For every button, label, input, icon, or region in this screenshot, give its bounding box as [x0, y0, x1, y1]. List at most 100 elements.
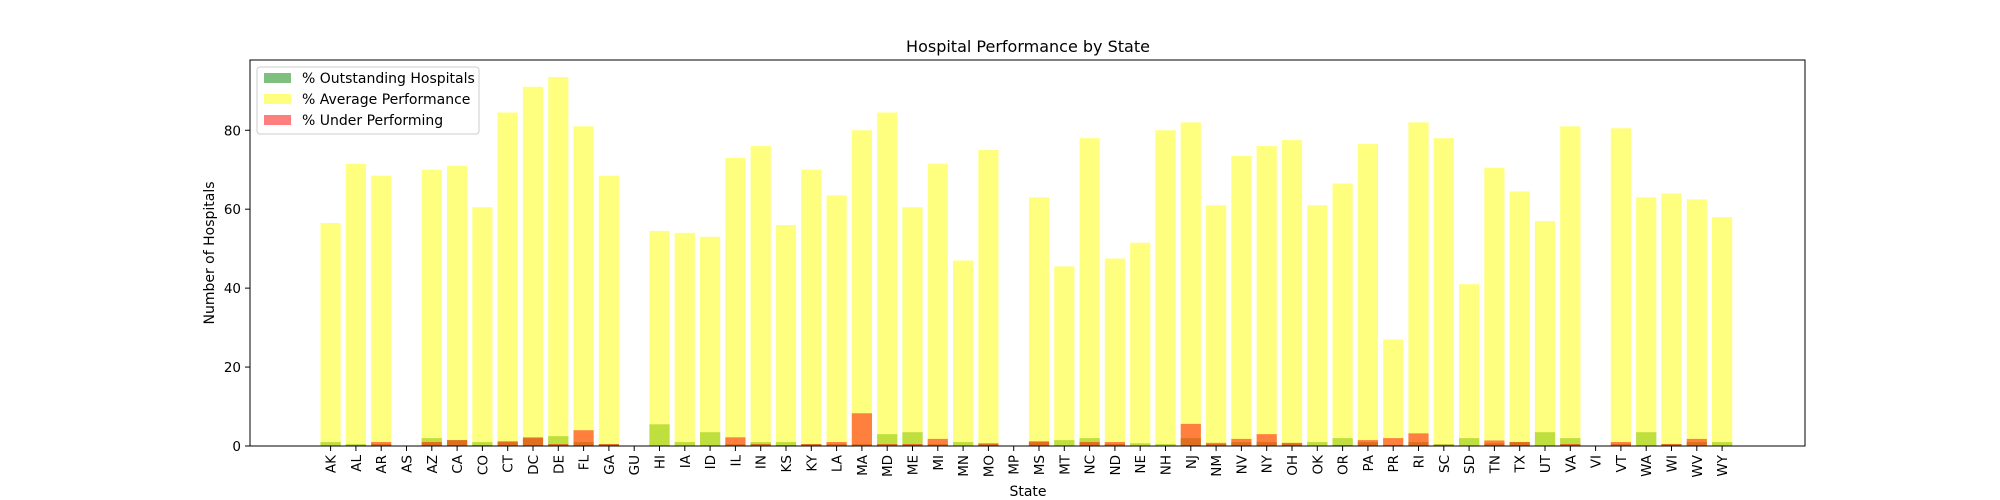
bar-in-series-1 — [750, 146, 771, 447]
x-axis-label: State — [1009, 484, 1046, 500]
x-tick-label: WY — [1715, 454, 1731, 476]
bar-ga-series-1 — [598, 175, 619, 446]
x-tick-label: GA — [602, 454, 618, 474]
legend-label-average: % Average Performance — [302, 92, 470, 108]
x-tick-label: VI — [1589, 455, 1605, 468]
x-tick-label: VT — [1614, 454, 1630, 472]
x-tick-label: AZ — [425, 455, 441, 473]
bar-pr-series-1 — [1383, 339, 1404, 446]
x-tick-label: CT — [501, 454, 517, 472]
bar-nv-series-2 — [1231, 438, 1252, 446]
bar-nc-series-1 — [1079, 138, 1100, 446]
bar-wa-series-1 — [1636, 197, 1657, 446]
bar-ms-series-1 — [1028, 197, 1050, 446]
x-tick-label: NC — [1083, 455, 1099, 475]
x-tick-label: SD — [1462, 455, 1478, 474]
bar-de-series-1 — [548, 76, 569, 446]
legend-label-under: % Under Performing — [302, 113, 443, 129]
bar-ct-series-1 — [497, 112, 518, 447]
x-tick-label: HI — [653, 455, 669, 469]
x-tick-label: ID — [703, 455, 719, 469]
legend-box — [256, 66, 480, 135]
bar-dc-series-1 — [522, 86, 544, 446]
bar-pa-series-1 — [1357, 144, 1378, 446]
x-tick-label: IL — [728, 455, 744, 467]
x-tick-label: CA — [450, 454, 466, 473]
x-tick-label: AR — [374, 455, 390, 474]
x-tick-label: NH — [1159, 455, 1175, 475]
x-tick-label: LA — [830, 454, 846, 472]
bar-mo-series-2 — [978, 443, 999, 446]
x-tick-label: DE — [551, 455, 567, 474]
bar-mn-series-1 — [953, 260, 974, 446]
x-tick-label: DC — [526, 455, 542, 475]
bar-nd-series-1 — [1104, 258, 1125, 446]
bar-fl-series-1 — [573, 126, 594, 446]
bar-md-series-2 — [877, 444, 898, 446]
bar-ca-series-1 — [447, 165, 468, 446]
y-axis: 0 20 40 60 80 — [224, 123, 250, 455]
x-tick-label: WV — [1690, 454, 1706, 477]
x-tick-label: AL — [349, 455, 365, 472]
bar-mi-series-1 — [927, 163, 948, 447]
bar-wv-series-2 — [1686, 438, 1707, 446]
bar-nj-series-2 — [1180, 423, 1201, 446]
x-axis: AK AL AR AS AZ CA CO CT DC DE FL GA GU HI IA ID IL IN KS KY… — [324, 446, 1731, 478]
bar-fl-series-2 — [573, 430, 594, 446]
x-tick-label: CO — [475, 455, 491, 475]
bar-pa-series-2 — [1357, 440, 1378, 446]
bar-ny-series-2 — [1256, 434, 1277, 446]
bar-co-series-1 — [472, 207, 493, 446]
x-tick-label: AS — [400, 455, 416, 473]
bar-wi-series-2 — [1661, 444, 1682, 446]
x-tick-label: MS — [1032, 455, 1048, 475]
x-tick-label: PA — [1361, 454, 1377, 471]
bar-ma-series-2 — [851, 413, 872, 446]
legend-label-outstanding: % Outstanding Hospitals — [302, 71, 475, 87]
bar-ri-series-1 — [1408, 122, 1429, 447]
bar-ut-series-1 — [1534, 221, 1556, 446]
chart-title: Hospital Performance by State — [906, 37, 1150, 56]
x-tick-label: WI — [1665, 455, 1681, 472]
bar-ct-series-2 — [497, 441, 518, 446]
y-tick-label: 60 — [224, 202, 241, 218]
bar-nm-series-1 — [1206, 205, 1227, 446]
bar-oh-series-1 — [1281, 140, 1303, 446]
bar-nv-series-1 — [1231, 155, 1252, 446]
bar-me-series-1 — [902, 207, 923, 446]
bar-va-series-2 — [1560, 444, 1581, 446]
x-tick-label: MD — [880, 455, 896, 477]
bar-il-series-2 — [725, 437, 746, 446]
bar-va-series-1 — [1560, 126, 1581, 446]
bar-hi-series-1 — [649, 230, 670, 446]
bar-ny-series-1 — [1256, 146, 1277, 447]
x-tick-label: MN — [956, 455, 972, 477]
x-tick-label: MO — [981, 455, 997, 477]
bar-sc-series-2 — [1433, 444, 1454, 446]
bar-ga-series-2 — [598, 444, 619, 446]
bar-pr-series-2 — [1383, 438, 1404, 446]
bar-ks-series-1 — [775, 224, 797, 446]
x-tick-label: VA — [1563, 454, 1579, 472]
bar-tn-series-2 — [1484, 440, 1505, 446]
bar-mi-series-2 — [927, 438, 948, 446]
bar-wv-series-1 — [1686, 199, 1707, 446]
x-tick-label: UT — [1538, 454, 1554, 473]
x-tick-label: OH — [1285, 455, 1301, 476]
x-tick-label: NM — [1209, 455, 1225, 477]
x-tick-label: WA — [1639, 454, 1655, 477]
x-tick-label: IA — [678, 454, 694, 468]
bar-mo-series-1 — [978, 149, 999, 447]
bar-tn-series-1 — [1484, 167, 1505, 446]
x-tick-label: NJ — [1184, 455, 1200, 469]
x-tick-label: KY — [804, 454, 820, 471]
bar-nh-series-1 — [1155, 130, 1176, 446]
bar-sd-series-1 — [1459, 284, 1480, 446]
x-tick-label: NE — [1133, 455, 1149, 474]
x-tick-label: NV — [1234, 454, 1250, 474]
bar-nm-series-2 — [1206, 442, 1227, 446]
bar-wi-series-1 — [1661, 193, 1682, 446]
bar-ar-series-1 — [371, 175, 392, 446]
bar-ar-series-2 — [371, 442, 392, 446]
